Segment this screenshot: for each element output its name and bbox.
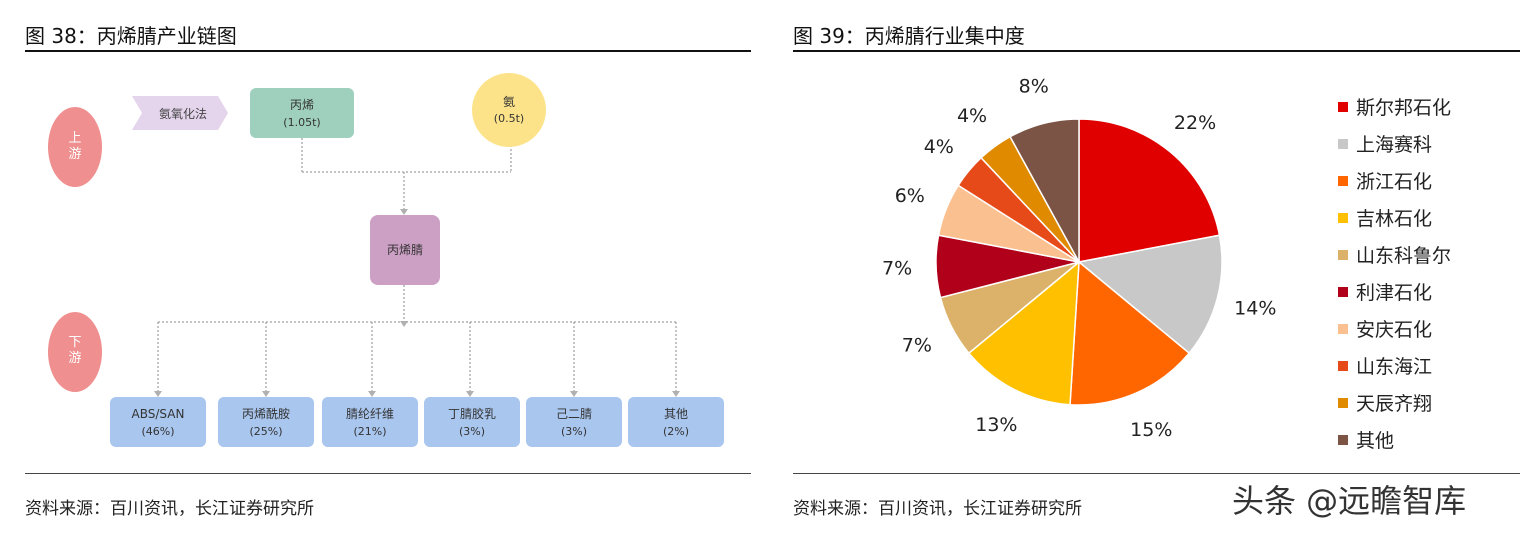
- downstream-label-line2: 游: [68, 351, 81, 366]
- downstream-box: [526, 397, 622, 447]
- legend-label: 利津石化: [1356, 282, 1433, 304]
- legend-swatch: [1338, 434, 1348, 445]
- downstream-box: [322, 397, 418, 447]
- flow-arrowheads: [154, 209, 680, 397]
- downstream-boxes: ABS/SAN (46%) 丙烯酰胺 (25%) 腈纶纤维 (21%) 丁腈胶乳…: [110, 397, 724, 447]
- legend-item-0: 斯尔邦石化: [1338, 88, 1451, 125]
- legend-item-3: 吉林石化: [1338, 199, 1451, 236]
- downstream-name: 丁腈胶乳: [448, 406, 496, 421]
- legend-item-2: 浙江石化: [1338, 162, 1451, 199]
- right-figure-title: 图 39：丙烯腈行业集中度: [793, 24, 1025, 48]
- pie-slice-3: [967, 260, 1080, 406]
- downstream-box: [424, 397, 520, 447]
- input-box-propylene: [250, 88, 354, 138]
- pie-data-label-5: 7%: [882, 258, 912, 280]
- downstream-name: 丙烯酰胺: [242, 407, 290, 421]
- left-bottom-rule: [25, 473, 751, 474]
- product-box: [370, 215, 440, 285]
- input-name-ammonia: 氨: [503, 95, 515, 109]
- flow-connectors: [157, 138, 677, 392]
- pie-slice-0: [1078, 118, 1221, 263]
- legend-label: 其他: [1356, 430, 1395, 452]
- pie-slice-9: [1009, 118, 1080, 263]
- legend-label: 上海赛科: [1356, 134, 1433, 156]
- legend-label: 斯尔邦石化: [1356, 97, 1452, 119]
- pie-slice-1: [1077, 234, 1223, 355]
- legend-label: 山东科鲁尔: [1356, 245, 1452, 267]
- pie-data-label-2: 15%: [1130, 419, 1172, 441]
- right-title-rule: [793, 50, 1520, 52]
- input-value-propylene: (1.05t): [283, 116, 320, 129]
- downstream-box: [110, 397, 206, 447]
- process-label: 氨氧化法: [159, 107, 207, 121]
- legend-swatch: [1338, 212, 1348, 223]
- legend-swatch: [1338, 249, 1348, 260]
- downstream-share: (3%): [561, 425, 587, 438]
- downstream-name: 其他: [664, 407, 688, 421]
- upstream-ellipse: [48, 107, 102, 187]
- input-circle-ammonia: [472, 73, 546, 147]
- legend-item-7: 山东海江: [1338, 347, 1451, 384]
- legend-item-4: 山东科鲁尔: [1338, 236, 1451, 273]
- downstream-share: (25%): [249, 425, 282, 438]
- pie-data-label-8: 4%: [957, 105, 987, 127]
- watermark: 头条 @远瞻智库: [1232, 482, 1467, 520]
- supply-chain-diagram: 上 游 下 游 氨氧化法 丙烯 (1.05t) 氨 (0.5t) 丙烯腈 ABS…: [48, 73, 724, 447]
- legend-swatch: [1338, 323, 1348, 334]
- legend-label: 安庆石化: [1356, 319, 1433, 341]
- legend-label: 浙江石化: [1356, 171, 1433, 193]
- legend-label: 吉林石化: [1356, 208, 1433, 230]
- legend-label: 天辰齐翔: [1356, 393, 1433, 415]
- downstream-name: ABS/SAN: [132, 407, 185, 421]
- legend-swatch: [1338, 286, 1348, 297]
- pie-data-label-4: 7%: [902, 335, 932, 357]
- downstream-share: (46%): [141, 425, 174, 438]
- legend-item-9: 其他: [1338, 421, 1451, 458]
- pie-slice-2: [1069, 260, 1191, 406]
- legend-swatch: [1338, 175, 1348, 186]
- product-label: 丙烯腈: [387, 243, 423, 257]
- legend-swatch: [1338, 101, 1348, 112]
- legend-swatch: [1338, 397, 1348, 408]
- legend-item-8: 天辰齐翔: [1338, 384, 1451, 421]
- legend-item-5: 利津石化: [1338, 273, 1451, 310]
- left-title-rule: [25, 50, 751, 52]
- input-value-ammonia: (0.5t): [494, 112, 524, 125]
- pie-data-label-9: 8%: [1019, 76, 1049, 98]
- process-arrow: [132, 96, 228, 130]
- upstream-label-line1: 上: [68, 131, 81, 146]
- input-name-propylene: 丙烯: [290, 98, 314, 112]
- pie-chart: 22% 14% 15% 13% 7% 7% 6% 4%4% 8%: [882, 76, 1276, 441]
- downstream-share: (2%): [663, 425, 689, 438]
- pie-data-label-6: 6%: [895, 185, 925, 207]
- legend-swatch: [1338, 138, 1348, 149]
- downstream-share: (21%): [353, 425, 386, 438]
- downstream-share: (3%): [459, 425, 485, 438]
- pie-data-label-1: 14%: [1234, 297, 1276, 319]
- downstream-box: [628, 397, 724, 447]
- upstream-label-line2: 游: [68, 147, 81, 162]
- pie-legend: 斯尔邦石化上海赛科浙江石化吉林石化山东科鲁尔利津石化安庆石化山东海江天辰齐翔其他: [1338, 88, 1451, 458]
- left-source-note: 资料来源：百川资讯，长江证券研究所: [25, 499, 314, 519]
- downstream-label-line1: 下: [68, 335, 81, 350]
- right-bottom-rule: [793, 473, 1520, 474]
- pie-data-label-7: 4%: [924, 136, 954, 158]
- right-source-note: 资料来源：百川资讯，长江证券研究所: [793, 499, 1082, 519]
- pie-data-label-0: 22%: [1174, 112, 1216, 134]
- downstream-box: [218, 397, 314, 447]
- downstream-ellipse: [48, 312, 102, 392]
- downstream-name: 腈纶纤维: [346, 407, 394, 421]
- pie-data-label-3: 13%: [975, 414, 1017, 436]
- legend-swatch: [1338, 360, 1348, 371]
- left-figure-title: 图 38：丙烯腈产业链图: [25, 24, 237, 48]
- legend-item-1: 上海赛科: [1338, 125, 1451, 162]
- downstream-name: 己二腈: [556, 407, 592, 421]
- legend-label: 山东海江: [1356, 356, 1433, 378]
- legend-item-6: 安庆石化: [1338, 310, 1451, 347]
